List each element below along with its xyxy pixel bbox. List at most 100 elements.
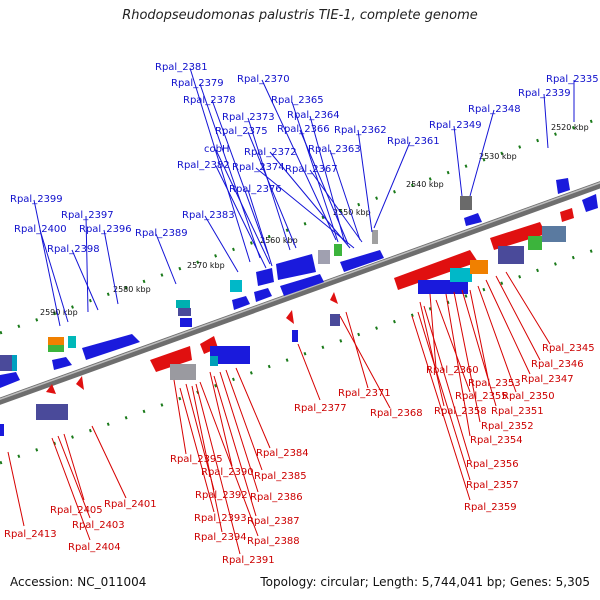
gene-label: Rpal_2379: [171, 78, 224, 89]
gene-label: Rpal_2378: [183, 95, 236, 106]
gene-arrow: [280, 274, 324, 296]
gene-label: Rpal_2401: [104, 499, 157, 510]
gene-label: Rpal_2345: [542, 343, 595, 354]
gene-label: Rpal_2375: [215, 126, 268, 137]
gene-label: Rpal_2397: [61, 210, 114, 221]
gene-arrow: [556, 178, 570, 194]
gene-arrow: [582, 194, 598, 212]
gene-label: Rpal_2363: [308, 144, 361, 155]
kbp-label: 2580 kbp: [113, 285, 151, 294]
gene-label: Rpal_2388: [247, 536, 300, 547]
gene-label: Rpal_2347: [521, 374, 574, 385]
accession-text: Accession: NC_011004: [10, 575, 147, 589]
gene-block: [450, 268, 472, 282]
gene-label: Rpal_2403: [72, 520, 125, 531]
kbp-label: 2530 kbp: [479, 152, 517, 161]
gene-label: Rpal_2374: [232, 162, 285, 173]
gene-arrow: [232, 296, 250, 310]
gene-block: [48, 345, 64, 352]
gene-block: [176, 300, 190, 308]
gene-label: Rpal_2364: [287, 110, 340, 121]
gene-label: Rpal_2377: [294, 403, 347, 414]
gene-label: Rpal_2348: [468, 104, 521, 115]
gene-label: Rpal_2354: [470, 435, 523, 446]
gene-block: [0, 355, 12, 371]
gene-label: Rpal_2365: [271, 95, 324, 106]
gene-block: [0, 424, 4, 436]
gene-label: Rpal_2405: [50, 505, 103, 516]
gene-arrow: [560, 208, 574, 222]
gene-label: Rpal_2391: [222, 555, 275, 566]
gene-block: [68, 336, 76, 348]
gene-block: [12, 355, 17, 371]
gene-label: Rpal_2395: [170, 454, 223, 465]
gene-label: Rpal_2350: [502, 391, 555, 402]
gene-block: [372, 230, 378, 244]
gene-block: [418, 280, 468, 294]
gene-label: Rpal_2359: [464, 502, 517, 513]
gene-label: Rpal_2373: [222, 112, 275, 123]
reverse-leader-lines: [7, 271, 551, 555]
gene-label: Rpal_2372: [244, 147, 297, 158]
reverse-gene-labels: Rpal_2345 Rpal_2346 Rpal_2347 Rpal_2360 …: [4, 343, 595, 566]
gene-block: [460, 196, 472, 210]
gene-label: Rpal_2368: [370, 408, 423, 419]
gene-label: Rpal_2339: [518, 88, 571, 99]
gene-block: [470, 260, 488, 274]
kbp-labels: 2520 kbp 2530 kbp 2540 kbp 2550 kbp 2560…: [40, 123, 589, 317]
gene-label: Rpal_2360: [426, 365, 479, 376]
gene-block: [210, 356, 218, 366]
gene-block: [498, 246, 524, 264]
gene-label: Rpal_2382: [177, 160, 230, 171]
gene-label: Rpal_2392: [195, 490, 248, 501]
gene-label: Rpal_2385: [254, 471, 307, 482]
gene-arrow: [0, 372, 20, 388]
gene-arrow: [256, 268, 274, 286]
gene-block: [292, 330, 298, 342]
gene-label: Rpal_2394: [194, 532, 247, 543]
gene-label: Rpal_2404: [68, 542, 121, 553]
gene-arrow: [46, 384, 56, 394]
kbp-label: 2520 kbp: [551, 123, 589, 132]
topology-text: Topology: circular; Length: 5,744,041 bp…: [260, 575, 590, 589]
gene-label: Rpal_2389: [135, 228, 188, 239]
forward-strand-features: [0, 178, 598, 388]
gene-label: Rpal_2383: [182, 210, 235, 221]
gene-block: [318, 250, 330, 264]
gene-block: [170, 364, 196, 380]
reverse-strand-features: [0, 208, 574, 436]
genome-backbone-highlight: [0, 182, 600, 400]
gene-label: Rpal_2346: [531, 359, 584, 370]
gene-label: Rpal_2352: [481, 421, 534, 432]
kbp-label: 2560 kbp: [260, 236, 298, 245]
gene-arrow: [276, 254, 316, 280]
gene-label: Rpal_2366: [277, 124, 330, 135]
gene-label: cobH: [204, 144, 229, 155]
gene-arrow: [52, 357, 72, 370]
gene-label: Rpal_2393: [194, 513, 247, 524]
gene-label: Rpal_2384: [256, 448, 309, 459]
gene-label: Rpal_2367: [285, 164, 338, 175]
genome-backbone: [0, 181, 600, 405]
gene-block: [334, 244, 342, 256]
gene-label: Rpal_2355: [455, 391, 508, 402]
gene-arrow: [150, 346, 192, 372]
gene-label: Rpal_2357: [466, 480, 519, 491]
gene-label: Rpal_2376: [229, 184, 282, 195]
gene-label: Rpal_2370: [237, 74, 290, 85]
gene-arrow: [76, 376, 84, 390]
gene-arrow: [340, 250, 384, 272]
gene-label: Rpal_2396: [79, 224, 132, 235]
gene-arrow: [330, 292, 338, 304]
gene-block: [330, 314, 340, 326]
kbp-label: 2540 kbp: [406, 180, 444, 189]
gene-block: [178, 308, 191, 316]
kbp-label: 2550 kbp: [333, 208, 371, 217]
gene-block: [36, 404, 68, 420]
forward-gene-labels: Rpal_2381 Rpal_2379 Rpal_2378 Rpal_2373 …: [10, 62, 599, 255]
gene-block: [210, 346, 250, 364]
gene-label: Rpal_2356: [466, 459, 519, 470]
gene-label: Rpal_2358: [434, 406, 487, 417]
